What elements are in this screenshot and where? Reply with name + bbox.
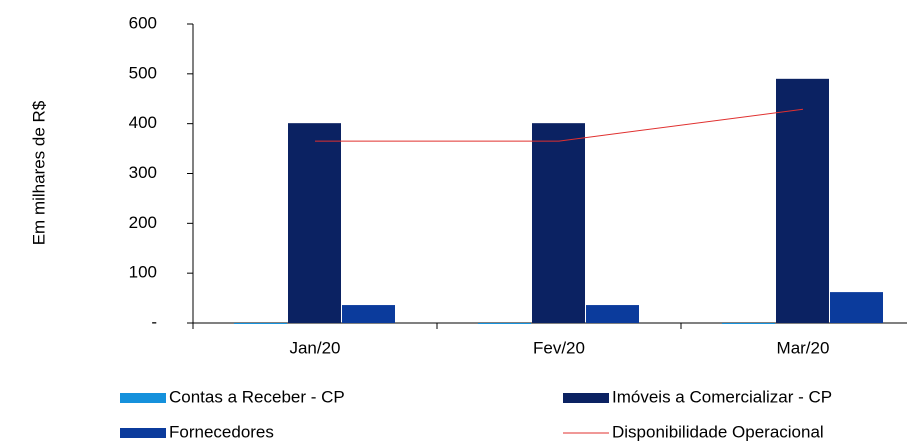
y-tick-label: 500 xyxy=(129,63,157,82)
bar xyxy=(830,292,883,323)
legend-label: Imóveis a Comercializar - CP xyxy=(612,387,832,406)
legend-swatch xyxy=(120,428,166,438)
legend-swatch xyxy=(120,393,166,403)
x-tick-label: Fev/20 xyxy=(533,338,585,357)
y-tick-label: 100 xyxy=(129,263,157,282)
legend-label: Contas a Receber - CP xyxy=(169,387,345,406)
legend-label: Disponibilidade Operacional xyxy=(612,422,824,441)
y-axis-label: Em milhares de R$ xyxy=(29,100,48,245)
bar xyxy=(722,323,775,324)
bar xyxy=(532,123,585,323)
legend-swatch xyxy=(563,393,609,403)
x-tick-label: Mar/20 xyxy=(777,338,830,357)
bar xyxy=(234,323,287,324)
bar xyxy=(478,323,531,324)
bar xyxy=(776,78,829,323)
bar xyxy=(342,305,395,323)
y-tick-label: 600 xyxy=(129,13,157,32)
line xyxy=(315,108,804,142)
x-tick-label: Jan/20 xyxy=(289,338,340,357)
legend-label: Fornecedores xyxy=(169,422,274,441)
y-tick-label: 300 xyxy=(129,163,157,182)
y-tick-label: - xyxy=(151,312,157,331)
bar xyxy=(288,123,341,323)
y-tick-label: 200 xyxy=(129,213,157,232)
bar xyxy=(586,305,639,323)
y-tick-label: 400 xyxy=(129,113,157,132)
